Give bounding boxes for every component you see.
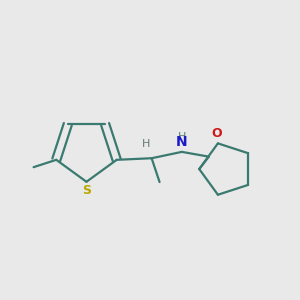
Text: H: H <box>178 132 186 142</box>
Text: N: N <box>176 135 188 149</box>
Text: S: S <box>82 184 91 197</box>
Text: H: H <box>142 139 150 149</box>
Text: O: O <box>211 127 222 140</box>
